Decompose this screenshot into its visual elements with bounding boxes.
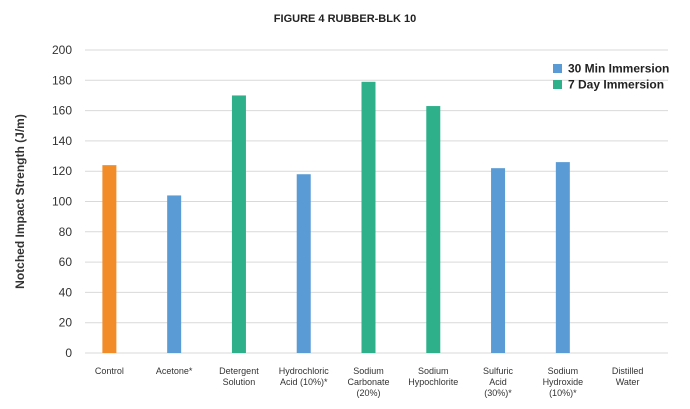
x-category-label: Detergent Solution (219, 366, 259, 387)
legend-swatch (553, 64, 562, 73)
bar (361, 81, 376, 353)
bar (296, 174, 311, 353)
x-category-label: Sodium Hydroxide (10%)* (543, 366, 584, 398)
bar (102, 165, 117, 353)
x-category-label: Hydrochloric Acid (10%)* (279, 366, 330, 387)
y-tick-label: 0 (65, 346, 72, 360)
legend-swatch (553, 80, 562, 89)
y-tick-label: 80 (59, 225, 73, 239)
bar (491, 168, 506, 353)
y-tick-label: 140 (52, 134, 72, 148)
y-tick-label: 20 (59, 316, 73, 330)
y-tick-label: 200 (52, 43, 72, 57)
legend-label: 30 Min Immersion (568, 62, 669, 76)
y-tick-label: 100 (52, 195, 72, 209)
x-category-label: Sulfuric Acid (30%)* (483, 366, 514, 398)
y-tick-label: 60 (59, 255, 73, 269)
x-axis-categories: Control Acetone* Detergent Solution Hydrochl… (95, 366, 643, 398)
bar (555, 162, 570, 353)
x-category-label: Distilled Water (612, 366, 644, 387)
gridlines (85, 49, 668, 354)
y-axis-label: Notched Impact Strength (J/m) (13, 114, 27, 289)
bar (231, 95, 246, 353)
x-category-label: Control (95, 366, 124, 376)
chart-title: FIGURE 4 RUBBER-BLK 10 (274, 13, 416, 25)
y-tick-label: 120 (52, 164, 72, 178)
x-category-label: Sodium Carbonate (20%) (347, 366, 389, 398)
bar (167, 195, 182, 353)
legend: 30 Min Immersion 7 Day Immersion (553, 62, 669, 92)
bars (102, 81, 570, 354)
y-axis-ticks: 0 20 40 60 80 100 120 140 160 180 200 (52, 43, 72, 360)
legend-label: 7 Day Immersion (568, 78, 664, 92)
y-tick-label: 180 (52, 73, 72, 87)
x-category-label: Acetone* (156, 366, 193, 376)
x-category-label: Sodium Hypochlorite (408, 366, 458, 387)
y-tick-label: 160 (52, 104, 72, 118)
y-tick-label: 40 (59, 285, 73, 299)
bar (426, 106, 441, 354)
